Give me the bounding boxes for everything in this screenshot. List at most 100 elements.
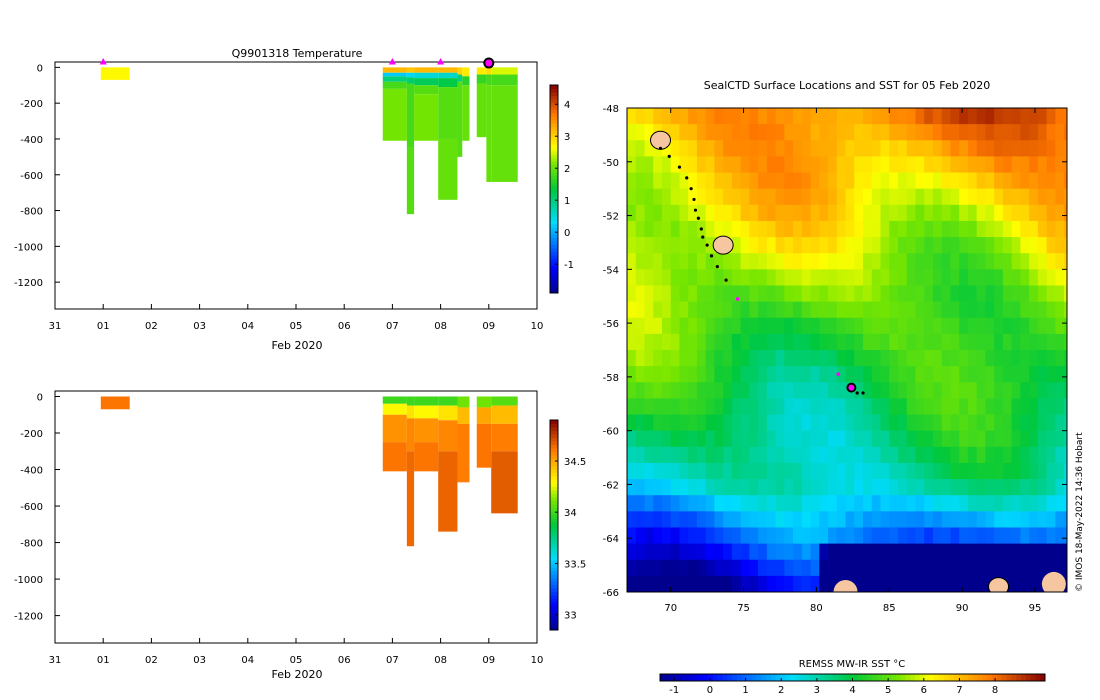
sst-cell	[740, 527, 750, 545]
sst-cell	[871, 479, 882, 496]
colorbar-tick-label: -1	[669, 685, 679, 696]
colorbar-frame	[549, 419, 559, 631]
sst-cell	[723, 495, 733, 512]
sst-cell	[749, 511, 759, 529]
sst-cell	[863, 237, 873, 254]
sst-cell	[801, 237, 812, 254]
sst-cell	[810, 253, 820, 270]
sst-cell	[740, 237, 750, 254]
colorbar-segment	[664, 674, 671, 681]
colorbar-segment	[550, 444, 558, 449]
sst-cell	[1064, 269, 1067, 287]
sst-cell	[784, 398, 794, 416]
sst-cell	[1029, 462, 1039, 480]
sst-cell	[1064, 430, 1067, 448]
sst-cell	[627, 108, 637, 125]
sst-cell	[828, 527, 838, 545]
temperature-xlabel: Feb 2020	[272, 339, 323, 352]
sst-cell	[644, 350, 654, 367]
sst-cell	[696, 414, 707, 432]
sst-cell	[758, 543, 768, 561]
sst-cell	[810, 140, 820, 157]
sst-cell	[1002, 108, 1013, 125]
sst-cell	[1046, 398, 1056, 416]
sst-cell	[627, 317, 637, 335]
sst-cell	[740, 495, 750, 512]
sst-cell	[810, 220, 820, 238]
sst-cell	[810, 559, 820, 577]
sst-cell	[994, 430, 1004, 448]
sst-cell	[766, 559, 777, 577]
colorbar-tick-label: 7	[956, 685, 962, 696]
sst-cell	[828, 333, 838, 351]
colorbar-segment	[550, 493, 558, 498]
colorbar-segment	[550, 261, 558, 266]
sst-cell	[1002, 511, 1013, 529]
sst-cell	[714, 350, 724, 367]
sst-cell	[810, 188, 820, 206]
sst-cell	[705, 462, 716, 480]
sst-cell	[1029, 414, 1039, 432]
colorbar-segment	[550, 150, 558, 155]
sst-cell	[723, 156, 733, 174]
colorbar-segment	[550, 206, 558, 211]
sst-cell	[950, 317, 960, 335]
sst-cell	[967, 333, 978, 351]
sst-cell	[749, 382, 759, 399]
sst-cell	[819, 495, 829, 512]
sst-cell	[696, 172, 707, 190]
lon-tick-label: 75	[737, 603, 750, 614]
profile-cell	[406, 72, 415, 78]
colorbar-segment	[550, 258, 558, 263]
colorbar-segment	[761, 674, 767, 681]
sst-cell	[731, 511, 742, 529]
sst-cell	[906, 462, 917, 480]
sst-cell	[967, 446, 978, 464]
sst-cell	[775, 124, 785, 141]
sst-cell	[731, 301, 742, 319]
sst-cell	[688, 543, 698, 561]
colorbar-segment	[550, 244, 558, 249]
sst-cell	[705, 575, 716, 592]
sst-cell	[714, 398, 724, 416]
sst-cell	[950, 479, 960, 496]
sst-cell	[950, 462, 960, 480]
sst-cell	[871, 333, 882, 351]
sst-cell	[889, 366, 899, 383]
sst-cell	[749, 124, 759, 141]
sst-cell	[863, 188, 873, 206]
sst-cell	[731, 140, 742, 157]
sst-cell	[688, 108, 698, 125]
sst-cell	[932, 462, 943, 480]
sst-cell	[740, 430, 750, 448]
sst-cell	[635, 317, 646, 335]
sst-cell	[627, 220, 637, 238]
colorbar-segment	[550, 616, 558, 620]
colorbar-segment	[550, 105, 558, 110]
sst-cell	[793, 220, 803, 238]
sst-cell	[1020, 220, 1030, 238]
sst-cell	[863, 575, 873, 592]
profile-cell	[438, 87, 458, 139]
profile-cell	[382, 67, 407, 73]
sst-cell	[731, 333, 742, 351]
sst-cell	[854, 543, 864, 561]
y-tick-label: -600	[20, 502, 43, 513]
sst-cell	[976, 269, 987, 287]
sst-cell	[854, 559, 864, 577]
sst-cell	[932, 140, 943, 157]
sst-cell	[775, 301, 785, 319]
sst-cell	[758, 269, 768, 287]
sst-cell	[705, 414, 716, 432]
sst-cell	[688, 172, 698, 190]
sst-cell	[985, 269, 995, 287]
sst-cell	[1029, 269, 1039, 287]
sst-cell	[627, 511, 637, 529]
sst-cell	[723, 301, 733, 319]
y-tick-label: -200	[20, 99, 43, 110]
colorbar-segment	[550, 192, 558, 197]
sst-cell	[696, 430, 707, 448]
sst-cell	[976, 479, 987, 496]
sst-cell	[967, 366, 978, 383]
colorbar-tick-label: 2	[564, 164, 570, 175]
